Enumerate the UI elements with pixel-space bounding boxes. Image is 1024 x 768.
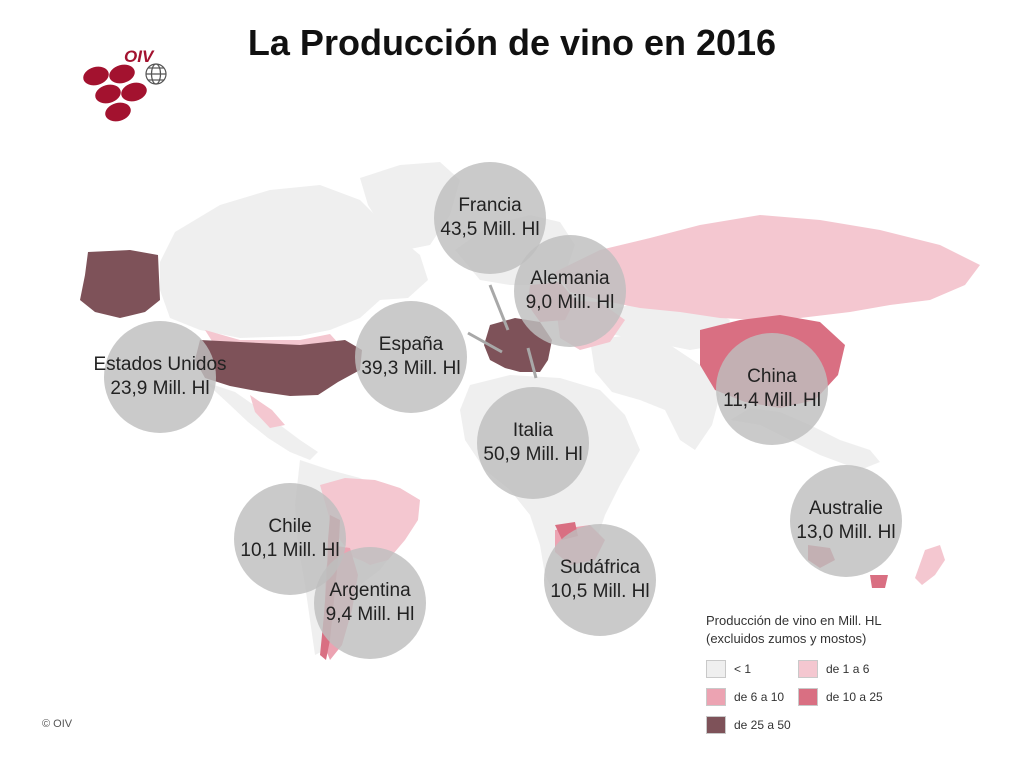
country-name: Francia [458, 195, 522, 216]
bubble-estados-unidos: Estados Unidos 23,9 Mill. Hl [93, 321, 227, 433]
country-name: Australie [809, 498, 883, 519]
region-mexico-pink [250, 395, 285, 428]
legend-label: de 1 a 6 [826, 662, 870, 676]
logo-text: OIV [124, 47, 155, 66]
oiv-logo: OIV [83, 47, 167, 122]
region-tasmania [870, 575, 888, 588]
country-name: Alemania [530, 268, 610, 289]
legend-label: de 6 a 10 [734, 690, 785, 704]
bubble-china: China 11,4 Mill. Hl [716, 333, 828, 445]
pointer-italia [526, 347, 538, 379]
legend-item-lt1: < 1 [706, 660, 751, 678]
country-value: 10,5 Mill. Hl [550, 581, 650, 602]
legend-swatch [706, 716, 726, 734]
country-name: Chile [268, 516, 312, 537]
page-title: La Producción de vino en 2016 [247, 22, 777, 63]
legend-label: de 10 a 25 [826, 690, 883, 704]
legend-label: de 25 a 50 [734, 718, 791, 732]
country-name: Estados Unidos [93, 354, 227, 375]
country-value: 50,9 Mill. Hl [483, 444, 583, 465]
bubble-alemania: Alemania 9,0 Mill. Hl [514, 235, 626, 347]
legend-item-1-6: de 1 a 6 [798, 660, 869, 678]
region-usa [195, 340, 362, 396]
country-value: 10,1 Mill. Hl [240, 540, 340, 561]
country-name: Italia [512, 420, 554, 441]
legend-swatch [706, 688, 726, 706]
legend-title-line1: Producción de vino en Mill. HL [706, 613, 882, 628]
legend-title-line2: (excluidos zumos y mostos) [706, 631, 867, 646]
country-value: 9,0 Mill. Hl [525, 292, 615, 313]
map-legend: Producción de vino en Mill. HL (excluido… [706, 612, 1006, 750]
country-value: 23,9 Mill. Hl [110, 378, 210, 399]
bubble-chile: Chile 10,1 Mill. Hl [234, 483, 346, 595]
legend-swatch [798, 660, 818, 678]
bubble-italia: Italia 50,9 Mill. Hl [477, 387, 589, 499]
region-nz [915, 545, 945, 585]
bubble-argentina: Argentina 9,4 Mill. Hl [314, 547, 426, 659]
bubble-espana: España 39,3 Mill. Hl [355, 301, 467, 413]
pointer-francia [488, 284, 510, 331]
legend-swatch [706, 660, 726, 678]
globe-icon [145, 63, 167, 85]
region-russia [555, 215, 980, 320]
legend-label: < 1 [734, 662, 752, 676]
legend-item-6-10: de 6 a 10 [706, 688, 784, 706]
region-mexico [205, 382, 318, 460]
bubble-sudafrica: Sudáfrica 10,5 Mill. Hl [544, 524, 656, 636]
country-value: 43,5 Mill. Hl [440, 219, 540, 240]
country-value: 13,0 Mill. Hl [796, 522, 896, 543]
legend-swatch [798, 688, 818, 706]
pointer-espana [467, 331, 503, 354]
legend-item-10-25: de 10 a 25 [798, 688, 883, 706]
country-name: Argentina [329, 580, 411, 601]
country-name: España [378, 334, 444, 355]
region-alaska [80, 250, 160, 318]
country-value: 9,4 Mill. Hl [325, 604, 415, 625]
country-value: 11,4 Mill. Hl [723, 390, 821, 411]
country-name: Sudáfrica [559, 557, 641, 578]
copyright-notice: © OIV [42, 718, 73, 730]
country-name: China [747, 366, 797, 387]
country-value: 39,3 Mill. Hl [361, 358, 461, 379]
bubble-australie: Australie 13,0 Mill. Hl [790, 465, 902, 577]
region-canada [160, 185, 428, 338]
legend-item-25-50: de 25 a 50 [706, 716, 791, 734]
region-middle-east-india [590, 335, 720, 450]
